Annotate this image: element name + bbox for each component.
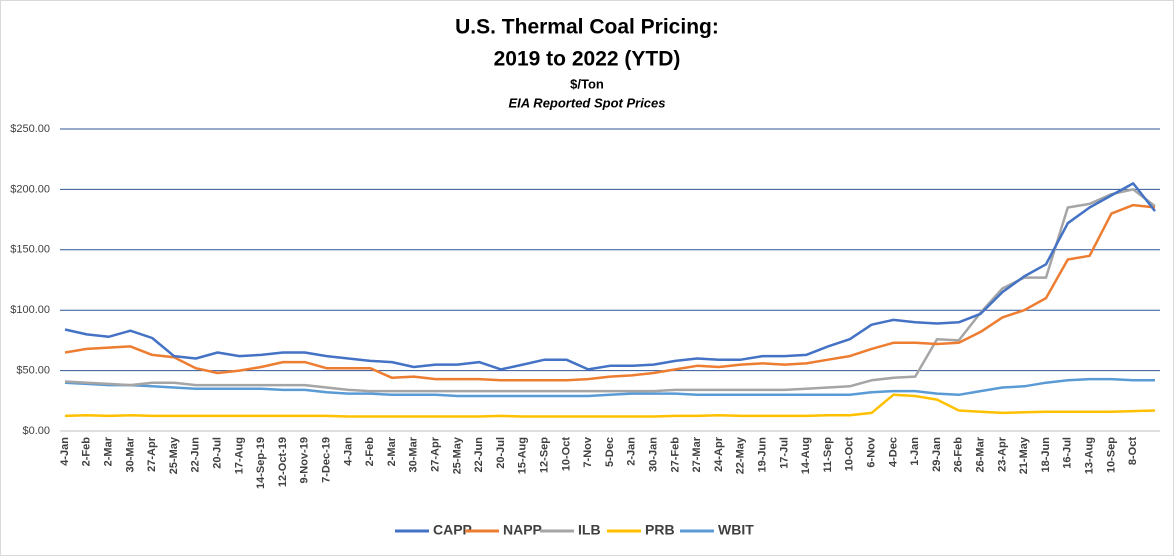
series-line: [64, 203, 1156, 382]
x-tick-label: 2-Mar: [386, 436, 398, 466]
x-tick-label: 12-Sep: [539, 437, 551, 473]
x-tick-label: 11-Sep: [822, 437, 834, 473]
x-tick-label: 15-Aug: [517, 437, 529, 474]
legend-label: ILB: [578, 522, 601, 538]
x-tick-label: 21-May: [1018, 436, 1030, 474]
subtitle: $/Ton: [570, 76, 604, 91]
x-tick-label: 24-Apr: [713, 436, 725, 472]
x-tick-label: 7-Dec-19: [321, 437, 333, 483]
x-tick-label: 18-Jun: [1040, 437, 1052, 473]
x-tick-label: 10-Sep: [1105, 437, 1117, 473]
x-tick-label: 5-Dec: [604, 437, 616, 467]
legend-label: PRB: [645, 522, 675, 538]
x-tick-label: 6-Nov: [866, 436, 878, 467]
x-tick-label: 22-Jun: [473, 437, 485, 473]
y-tick-label: $250.00: [10, 123, 50, 135]
x-tick-label: 26-Mar: [975, 436, 987, 472]
x-tick-label: 27-Apr: [430, 436, 442, 472]
x-tick-label: 2-Mar: [103, 436, 115, 466]
x-tick-label: 22-Jun: [190, 437, 202, 473]
x-tick-label: 30-Mar: [408, 436, 420, 472]
x-tick-label: 8-Oct: [1127, 437, 1139, 465]
legend-label: WBIT: [718, 522, 754, 538]
x-tick-label: 27-Apr: [146, 436, 158, 472]
x-tick-label: 30-Mar: [124, 436, 136, 472]
x-tick-label: 22-May: [735, 436, 747, 474]
x-tick-label: 17-Jul: [778, 437, 790, 469]
series-line: [64, 393, 1156, 418]
x-tick-label: 2-Jan: [626, 437, 638, 466]
x-tick-label: 10-Oct: [560, 437, 572, 472]
series-line: [64, 377, 1155, 398]
x-tick-label: 30-Jan: [648, 437, 660, 472]
x-tick-label: 4-Jan: [342, 437, 354, 466]
chart-title: 2019 to 2022 (YTD): [494, 48, 681, 71]
x-tick-label: 2-Feb: [81, 437, 93, 467]
x-tick-label: 16-Jul: [1062, 437, 1074, 469]
chart-title: U.S. Thermal Coal Pricing:: [455, 16, 719, 39]
x-tick-label: 14-Sep-19: [255, 437, 267, 489]
x-tick-label: 4-Jan: [59, 437, 71, 466]
x-tick-label: 20-Jul: [495, 437, 507, 469]
x-tick-label: 20-Jul: [212, 437, 224, 469]
series-line: [64, 182, 1156, 371]
x-tick-label: 14-Aug: [800, 437, 812, 474]
series-line: [64, 188, 1156, 393]
legend-label: CAPP: [433, 522, 472, 538]
x-tick-label: 17-Aug: [233, 437, 245, 474]
x-tick-label: 13-Aug: [1084, 437, 1096, 474]
annotation: EIA Reported Spot Prices: [509, 95, 666, 110]
x-tick-label: 26-Feb: [953, 437, 965, 473]
legend-label: NAPP: [503, 522, 542, 538]
y-tick-label: $0.00: [22, 425, 50, 437]
x-tick-label: 27-Feb: [669, 437, 681, 473]
x-tick-label: 1-Jan: [909, 437, 921, 466]
x-tick-label: 7-Nov: [582, 436, 594, 467]
x-tick-label: 10-Oct: [844, 437, 856, 472]
x-tick-label: 25-May: [451, 436, 463, 474]
y-tick-label: $100.00: [10, 304, 50, 316]
x-tick-label: 4-Dec: [887, 437, 899, 467]
x-tick-label: 27-Mar: [691, 436, 703, 472]
y-tick-label: $50.00: [16, 365, 50, 377]
y-tick-label: $150.00: [10, 244, 50, 256]
x-tick-label: 2-Feb: [364, 437, 376, 467]
x-tick-label: 25-May: [168, 436, 180, 474]
y-tick-label: $200.00: [10, 183, 50, 195]
x-tick-label: 19-Jun: [757, 437, 769, 473]
x-tick-label: 23-Apr: [996, 436, 1008, 472]
x-tick-label: 12-Oct-19: [277, 437, 289, 487]
x-tick-label: 29-Jan: [931, 437, 943, 472]
x-tick-label: 9-Nov-19: [299, 437, 311, 483]
